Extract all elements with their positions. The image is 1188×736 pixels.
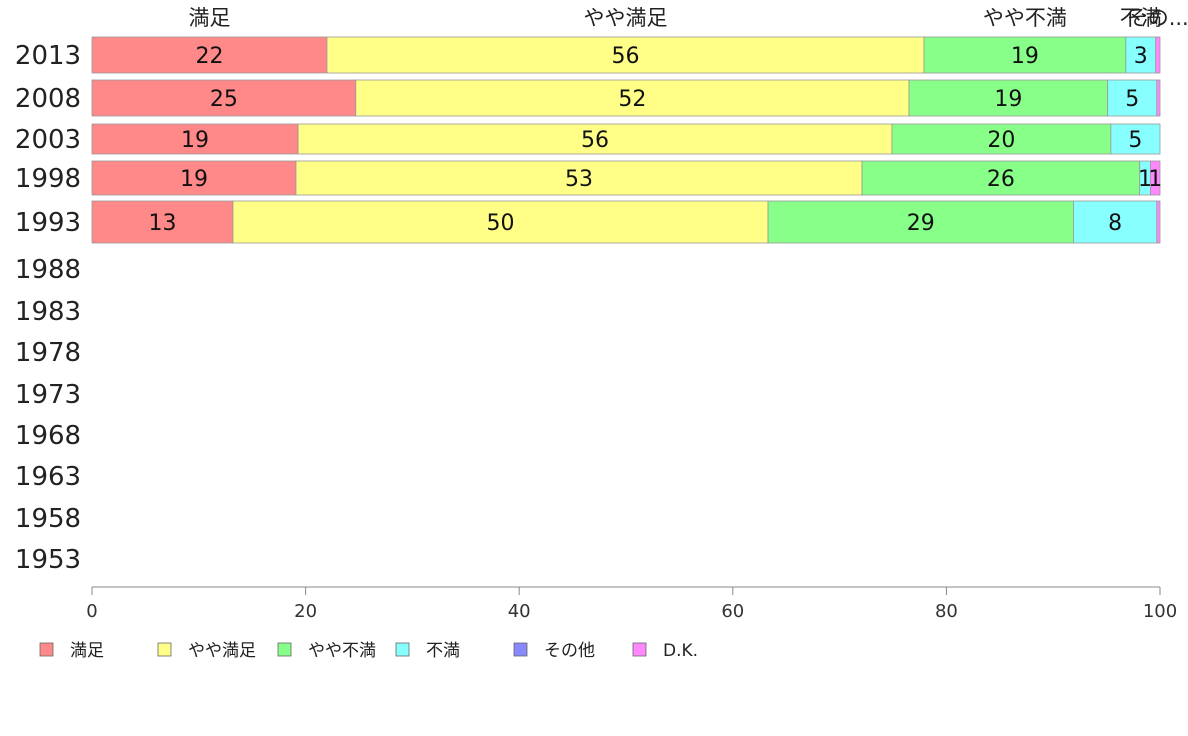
value-label-1993-2: 29 xyxy=(907,211,935,236)
bar-segment-1998-2 xyxy=(861,160,1141,196)
bar-segment-2013-3 xyxy=(1125,36,1157,74)
year-label-2008: 2008 xyxy=(15,84,81,114)
legend-swatch-5 xyxy=(632,642,647,657)
column-header-labels: 満足 やや満足 やや不満 不満その... xyxy=(188,6,1188,30)
legend-label-4: その他 xyxy=(544,641,595,661)
bar-segment-2013-2 xyxy=(923,36,1127,74)
legend-label-1: やや満足 xyxy=(188,641,256,661)
bar-segment-1993-5 xyxy=(1156,200,1161,244)
legend: 満足 やや満足 やや不満 不満 その他 D.K. xyxy=(39,641,698,661)
x-tick-label-80: 80 xyxy=(935,601,958,622)
bar-segment-2013-5 xyxy=(1155,36,1161,74)
column-label-0: 満足 xyxy=(188,6,230,30)
value-label-2008-0: 25 xyxy=(210,87,238,112)
value-label-2008-3: 5 xyxy=(1125,87,1139,112)
bar-segment-2003-2 xyxy=(891,123,1112,155)
bar-segment-1993-0 xyxy=(91,200,234,244)
value-label-2013-2: 19 xyxy=(1011,44,1039,69)
value-label-2013-0: 22 xyxy=(195,44,223,69)
x-tick-label-60: 60 xyxy=(721,601,744,622)
value-label-2008-1: 52 xyxy=(618,87,646,112)
value-label-1998-1: 53 xyxy=(565,167,593,192)
value-label-2013-1: 56 xyxy=(611,44,639,69)
bars: 22 56 19 3 25 52 19 5 19 56 20 5 19 53 26 11 13 50 29 8 xyxy=(91,36,1162,244)
year-label-1973: 1973 xyxy=(15,380,81,410)
x-axis: 0 20 40 60 80 100 xyxy=(86,586,1177,622)
bar-segment-2003-1 xyxy=(297,123,893,155)
legend-label-2: やや不満 xyxy=(308,641,376,661)
bar-segment-2008-5 xyxy=(1156,79,1161,117)
x-tick-label-40: 40 xyxy=(508,601,531,622)
legend-swatch-0 xyxy=(39,642,54,657)
bar-segment-2013-0 xyxy=(91,36,328,74)
year-label-2013: 2013 xyxy=(15,41,81,71)
value-label-2003-0: 19 xyxy=(181,128,209,153)
bar-segment-2003-3 xyxy=(1110,123,1161,155)
column-label-4: その... xyxy=(1127,6,1188,30)
bar-segment-2008-2 xyxy=(908,79,1109,117)
legend-swatch-3 xyxy=(395,642,410,657)
year-label-1953: 1953 xyxy=(15,545,81,575)
year-label-1968: 1968 xyxy=(15,421,81,451)
value-label-1998-2: 26 xyxy=(987,167,1015,192)
bar-segment-2013-1 xyxy=(326,36,925,74)
value-label-2003-1: 56 xyxy=(581,128,609,153)
x-tick-label-100: 100 xyxy=(1143,601,1177,622)
bar-segment-2008-1 xyxy=(355,79,910,117)
value-label-2013-3: 3 xyxy=(1134,44,1148,69)
legend-swatch-1 xyxy=(157,642,172,657)
bar-segment-2008-3 xyxy=(1107,79,1158,117)
year-label-1963: 1963 xyxy=(15,462,81,492)
bar-segment-1993-1 xyxy=(232,200,769,244)
year-label-1993: 1993 xyxy=(15,208,81,238)
year-label-1998: 1998 xyxy=(15,164,81,194)
value-label-1993-0: 13 xyxy=(148,211,176,236)
bar-segment-1998-0 xyxy=(91,160,297,196)
year-label-2003: 2003 xyxy=(15,125,81,155)
legend-swatch-4 xyxy=(513,642,528,657)
value-label-1998-0: 19 xyxy=(180,167,208,192)
bar-segment-1993-2 xyxy=(767,200,1074,244)
legend-label-5: D.K. xyxy=(663,641,698,661)
year-label-1983: 1983 xyxy=(15,297,81,327)
column-label-2: やや不満 xyxy=(983,6,1067,30)
legend-label-0: 満足 xyxy=(70,641,104,661)
value-label-1993-1: 50 xyxy=(487,211,515,236)
column-label-1: やや満足 xyxy=(583,6,667,30)
bar-segment-1998-5 xyxy=(1149,160,1161,196)
legend-label-3: 不満 xyxy=(426,641,460,661)
x-tick-label-0: 0 xyxy=(86,601,97,622)
value-label-1998-5: 1 xyxy=(1148,167,1162,192)
value-label-2003-2: 20 xyxy=(987,128,1015,153)
bar-segment-1998-1 xyxy=(295,160,863,196)
value-label-2003-3: 5 xyxy=(1128,128,1142,153)
year-label-1978: 1978 xyxy=(15,338,81,368)
column-label-3: 不満 xyxy=(1120,6,1162,30)
value-label-2008-2: 19 xyxy=(994,87,1022,112)
year-axis-labels: 2013 2008 2003 1998 1993 1988 1983 1978 1973 1968… xyxy=(15,41,81,575)
legend-swatch-2 xyxy=(277,642,292,657)
bar-segment-2008-0 xyxy=(91,79,357,117)
value-label-1993-3: 8 xyxy=(1108,211,1122,236)
bar-segment-2003-0 xyxy=(91,123,299,155)
year-label-1988: 1988 xyxy=(15,255,81,285)
x-tick-label-20: 20 xyxy=(294,601,317,622)
value-label-1998-3: 1 xyxy=(1138,167,1152,192)
bar-segment-1993-3 xyxy=(1073,200,1158,244)
year-label-1958: 1958 xyxy=(15,504,81,534)
